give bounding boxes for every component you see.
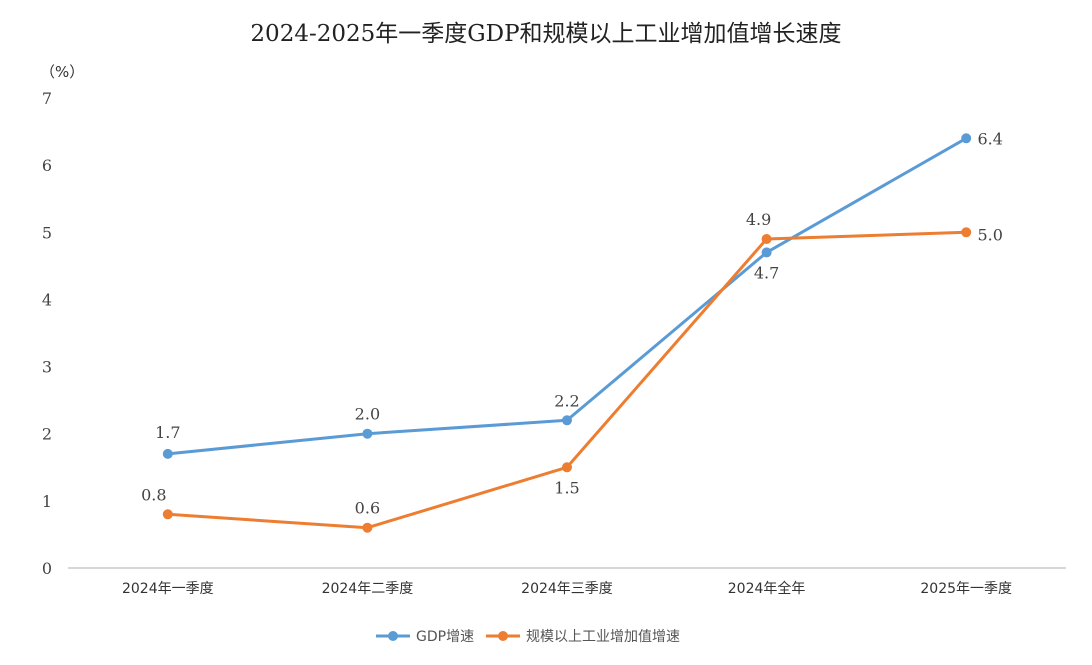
data-point[interactable] — [961, 133, 972, 144]
data-label: 1.5 — [554, 478, 579, 497]
y-tick-label: 6 — [42, 156, 52, 175]
y-tick-label: 3 — [42, 358, 52, 377]
y-tick-label: 5 — [42, 223, 52, 242]
data-point[interactable] — [562, 462, 572, 473]
y-axis-unit-label: （%） — [40, 63, 84, 81]
chart-title: 2024-2025年一季度GDP和规模以上工业增加值增长速度 — [250, 21, 842, 47]
data-label: 2.2 — [554, 391, 579, 410]
data-label: 2.0 — [355, 405, 380, 424]
y-tick-label: 2 — [42, 425, 52, 444]
data-point[interactable] — [562, 415, 572, 426]
legend[interactable]: GDP增速 规模以上工业增加值增速 — [376, 629, 680, 645]
legend-marker — [498, 631, 508, 641]
x-tick-label: 2024年全年 — [728, 580, 806, 597]
data-label: 0.8 — [141, 485, 166, 504]
data-labels: 1.7 2.0 2.2 4.7 6.4 0.8 0.6 1.5 4.9 5.0 — [141, 129, 1003, 517]
x-tick-label: 2024年三季度 — [521, 581, 613, 597]
data-label: 4.9 — [746, 210, 771, 229]
data-label: 6.4 — [977, 129, 1002, 148]
data-label: 4.7 — [754, 263, 779, 282]
series-group — [162, 133, 972, 533]
legend-label: 规模以上工业增加值增速 — [526, 629, 680, 645]
data-point[interactable] — [362, 428, 373, 439]
y-tick-label: 7 — [42, 89, 52, 108]
data-point[interactable] — [961, 227, 972, 238]
x-tick-label: 2025年一季度 — [920, 581, 1012, 597]
x-tick-label: 2024年一季度 — [122, 581, 214, 597]
legend-item[interactable]: GDP增速 — [376, 629, 474, 645]
legend-label: GDP增速 — [416, 629, 474, 645]
x-tick-label: 2024年二季度 — [322, 581, 414, 597]
y-axis-ticks: 0 1 2 3 4 5 6 7 — [42, 89, 52, 578]
y-tick-label: 4 — [42, 290, 52, 309]
y-tick-label: 1 — [42, 492, 52, 511]
legend-marker — [388, 631, 398, 641]
data-point[interactable] — [362, 522, 373, 533]
data-point[interactable] — [761, 234, 772, 244]
data-point[interactable] — [162, 509, 173, 520]
y-tick-label: 0 — [42, 559, 52, 578]
legend-item[interactable]: 规模以上工业增加值增速 — [486, 629, 680, 645]
data-point[interactable] — [162, 448, 173, 459]
x-axis-ticks: 2024年一季度 2024年二季度 2024年三季度 2024年全年 2025年一季度 — [122, 580, 1012, 597]
data-label: 1.7 — [155, 423, 180, 442]
data-label: 0.6 — [355, 499, 380, 518]
data-label: 5.0 — [977, 225, 1002, 244]
data-point[interactable] — [761, 247, 772, 258]
